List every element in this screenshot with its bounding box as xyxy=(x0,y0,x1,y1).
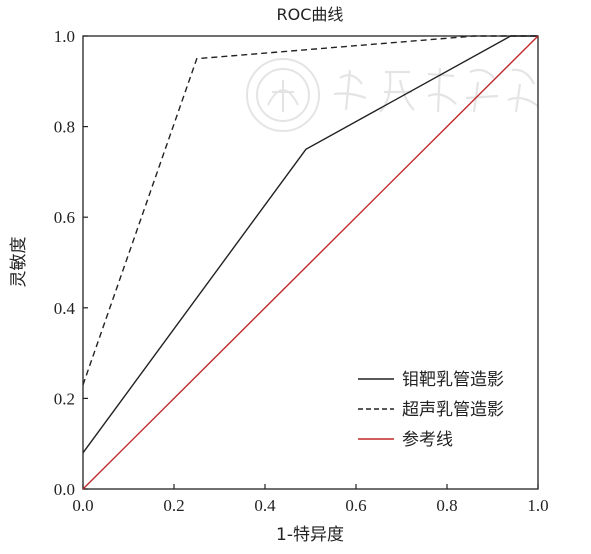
y-tick-label: 0.6 xyxy=(54,208,75,227)
y-tick-label: 0.4 xyxy=(54,299,76,318)
series-lines xyxy=(82,35,539,490)
chart-title: ROC曲线 xyxy=(277,5,344,24)
x-tick-label: 0.0 xyxy=(72,496,93,515)
axis-ticks: 0.0 0.2 0.4 0.6 0.8 1.0 0.0 0.2 0.4 0.6 0.8 1.0 xyxy=(54,27,549,515)
x-tick-label: 0.6 xyxy=(345,496,366,515)
x-axis-label: 1-特异度 xyxy=(276,525,344,545)
seal-emblem xyxy=(246,58,320,132)
y-tick-label: 0.0 xyxy=(54,480,75,499)
x-tick-label: 0.4 xyxy=(254,496,276,515)
x-tick-label: 1.0 xyxy=(527,496,548,515)
y-tick-label: 0.8 xyxy=(54,118,75,137)
y-tick-label: 1.0 xyxy=(54,27,75,46)
legend-label-3: 参考线 xyxy=(402,430,453,450)
y-axis-label: 灵敏度 xyxy=(9,237,29,288)
legend-label-1: 钼靶乳管造影 xyxy=(402,370,504,390)
watermark xyxy=(246,58,539,132)
series-line-3 xyxy=(82,35,539,490)
series-line-2 xyxy=(82,35,538,386)
plot-frame xyxy=(82,35,539,490)
y-tick-label: 0.2 xyxy=(54,389,75,408)
watermark-calligraphy xyxy=(333,67,539,113)
x-tick-label: 0.2 xyxy=(163,496,184,515)
legend-label-2: 超声乳管造影 xyxy=(402,400,504,420)
x-tick-label: 0.8 xyxy=(436,496,457,515)
